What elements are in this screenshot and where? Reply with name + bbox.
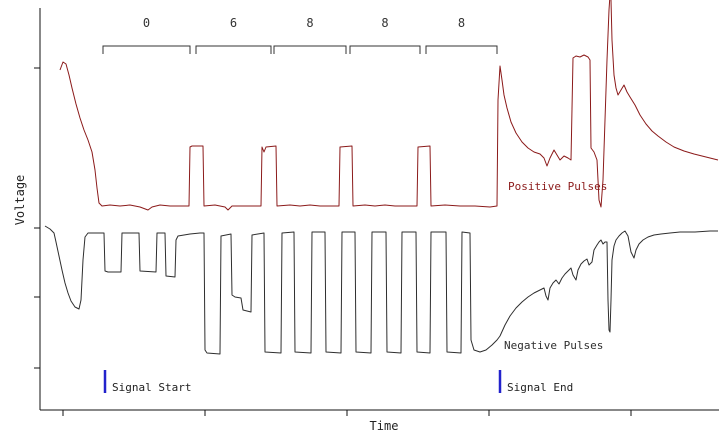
negative-pulses-trace [44,225,718,355]
pulse-count-label: 8 [458,16,465,30]
pulse-count-bracket [425,45,498,54]
negative-pulses-label: Negative Pulses [504,339,603,352]
x-axis-label: Time [369,419,399,433]
pulse-count-bracket [273,45,347,54]
positive-pulses-trace [59,0,719,211]
pulse-count-bracket [195,45,272,54]
y-axis-label: Voltage [13,174,27,226]
pulse-count-bracket [102,45,191,54]
pulse-count-label: 8 [306,16,313,30]
pulse-count-label: 0 [143,16,150,30]
pulse-count-label: 8 [381,16,388,30]
positive-pulses-label: Positive Pulses [508,180,607,193]
pulse-count-label: 6 [230,16,237,30]
pulse-count-bracket [349,45,421,54]
signal-end-label: Signal End [507,381,573,394]
signal-start-label: Signal Start [112,381,191,394]
